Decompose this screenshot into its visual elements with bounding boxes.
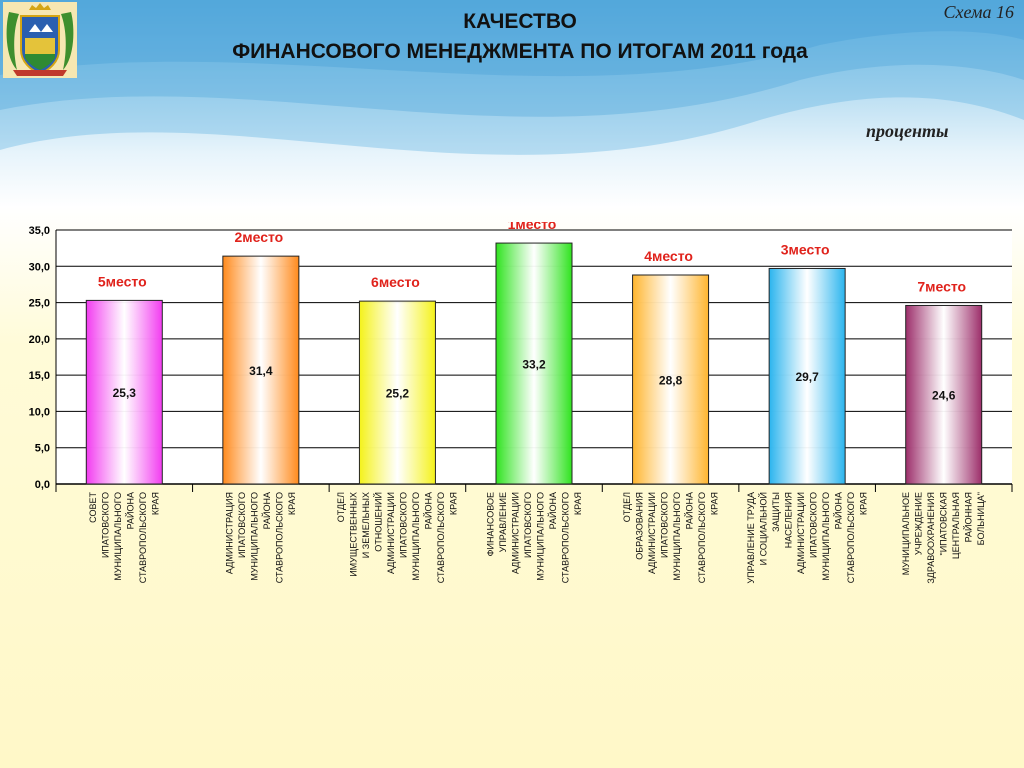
category-label-line: МУНИЦИПАЛЬНОГО bbox=[535, 492, 545, 581]
category-label-line: МУНИЦИПАЛЬНОГО bbox=[411, 492, 421, 581]
category-label-line: РАЙОНА bbox=[125, 492, 136, 529]
bar bbox=[632, 274, 710, 485]
category-label: ОТДЕЛ ИМУЩЕСТВЕННЫХ И ЗЕМЕЛЬНЫХ ОТНОШЕНИЙ АД… bbox=[336, 492, 459, 583]
category-label-line: ИПАТОВСКОГО bbox=[523, 492, 533, 558]
bar-value-label: 31,4 bbox=[249, 364, 273, 378]
category-label: СОВЕТ ИПАТОВСКОГО МУНИЦИПАЛЬНОГО РАЙОНА СТАВ… bbox=[88, 492, 161, 584]
category-label-line: РАЙОНА bbox=[547, 492, 558, 529]
category-label-line: ЗДРАВООХРАНЕНИЯ bbox=[926, 492, 936, 584]
category-label-line: БОЛЬНИЦА" bbox=[976, 492, 986, 545]
category-label-line: РАЙОНА bbox=[261, 492, 272, 529]
category-label-line: ФИНАНСОВОЕ bbox=[485, 492, 495, 556]
y-tick-label: 0,0 bbox=[35, 479, 50, 491]
bar bbox=[768, 267, 846, 485]
category-label-line: ОТДЕЛ bbox=[622, 492, 632, 522]
category-label-line: АДМИНИСТРАЦИЯ bbox=[225, 492, 235, 574]
place-label: 6место bbox=[371, 274, 420, 290]
header-wave-decoration bbox=[0, 0, 1024, 155]
category-label-line: ИПАТОВСКОГО bbox=[101, 492, 111, 558]
category-label-line: РАЙОНА bbox=[832, 492, 843, 529]
category-label-line: АДМИНИСТРАЦИИ bbox=[386, 492, 396, 574]
y-tick-label: 5,0 bbox=[35, 443, 50, 455]
bar bbox=[85, 299, 163, 485]
category-label: МУНИЦИПАЛЬНОЕ УЧРЕЖДЕНИЕ ЗДРАВООХРАНЕНИЯ "И… bbox=[901, 492, 986, 584]
category-label-line: РАЙОННАЯ bbox=[963, 492, 974, 542]
category-label-line: СТАВРОПОЛЬСКОГО bbox=[275, 492, 285, 583]
category-label-line: РАЙОНА bbox=[423, 492, 434, 529]
category-label-line: ИПАТОВСКОГО bbox=[399, 492, 409, 558]
bar-value-label: 33,2 bbox=[522, 358, 546, 372]
y-tick-label: 20,0 bbox=[29, 334, 50, 346]
category-label-line: АДМИНИСТРАЦИИ bbox=[510, 492, 520, 574]
place-label: 2место bbox=[234, 229, 283, 245]
category-label-line: АДМИНИСТРАЦИИ bbox=[796, 492, 806, 574]
category-label-line: НАСЕЛЕНИЯ bbox=[783, 492, 793, 548]
y-tick-label: 30,0 bbox=[29, 261, 50, 273]
place-label: 7место bbox=[917, 278, 966, 294]
category-label-line: СТАВРОПОЛЬСКОГО bbox=[560, 492, 570, 583]
category-label: ФИНАНСОВОЕ УПРАВЛЕНИЕ АДМИНИСТРАЦИИ ИПАТОВС… bbox=[485, 492, 583, 583]
category-label-line: КРАЯ bbox=[573, 492, 583, 515]
category-label-line: МУНИЦИПАЛЬНОГО bbox=[821, 492, 831, 581]
place-label: 3место bbox=[781, 241, 830, 257]
category-label: ОТДЕЛ ОБРАЗОВАНИЯ АДМИНИСТРАЦИИ ИПАТОВСКОГО… bbox=[622, 492, 720, 583]
bar-value-label: 28,8 bbox=[659, 373, 683, 387]
bar-value-label: 24,6 bbox=[932, 389, 956, 403]
place-label: 5место bbox=[98, 273, 147, 289]
category-label: УПРАВЛЕНИЕ ТРУДА И СОЦИАЛЬНОЙ ЗАЩИТЫ НАСЕЛЕ… bbox=[746, 492, 869, 584]
y-tick-label: 10,0 bbox=[29, 406, 50, 418]
coat-of-arms-icon bbox=[3, 2, 77, 78]
bar bbox=[495, 242, 573, 485]
bar bbox=[222, 255, 300, 485]
category-label-line: ИМУЩЕСТВЕННЫХ bbox=[349, 492, 359, 577]
category-label-line: УЧРЕЖДЕНИЕ bbox=[914, 492, 924, 555]
category-label-line: МУНИЦИПАЛЬНОГО bbox=[250, 492, 260, 581]
category-label-line: ОТДЕЛ bbox=[336, 492, 346, 522]
schema-number: Схема 16 bbox=[943, 2, 1014, 22]
category-label-line: МУНИЦИПАЛЬНОГО bbox=[672, 492, 682, 581]
category-label-line: И ЗЕМЕЛЬНЫХ bbox=[361, 492, 371, 558]
place-label: 4место bbox=[644, 248, 693, 264]
bar-chart: 0,0 5,0 10,0 15,0 20,0 25,0 30,0 35,0 25,3 5мест… bbox=[29, 222, 1013, 584]
category-label-line: РАЙОНА bbox=[683, 492, 694, 529]
category-label-line: КРАЯ bbox=[449, 492, 459, 515]
category-label-line: ЦЕНТРАЛЬНАЯ bbox=[951, 492, 961, 559]
category-label-line: СТАВРОПОЛЬСКОГО bbox=[138, 492, 148, 583]
category-label-line: "ИПАТОВСКАЯ bbox=[939, 492, 949, 555]
y-tick-label: 15,0 bbox=[29, 370, 50, 382]
y-tick-label: 35,0 bbox=[29, 225, 50, 237]
category-label-line: УПРАВЛЕНИЕ ТРУДА bbox=[746, 492, 756, 584]
category-label-line: МУНИЦИПАЛЬНОГО bbox=[113, 492, 123, 581]
category-label-line: ИПАТОВСКОГО bbox=[237, 492, 247, 558]
category-label-line: ИПАТОВСКОГО bbox=[808, 492, 818, 558]
category-label-line: И СОЦИАЛЬНОЙ bbox=[757, 492, 768, 565]
bar-value-label: 25,2 bbox=[386, 387, 410, 401]
category-label-line: ОБРАЗОВАНИЯ bbox=[634, 492, 644, 560]
category-label-line: КРАЯ bbox=[709, 492, 719, 515]
slide-title-line1: КАЧЕСТВО bbox=[463, 10, 577, 33]
category-label-line: СТАВРОПОЛЬСКОГО bbox=[436, 492, 446, 583]
bar bbox=[358, 300, 436, 485]
category-label-line: ИПАТОВСКОГО bbox=[659, 492, 669, 558]
bar-value-label: 25,3 bbox=[113, 386, 137, 400]
bar bbox=[905, 304, 983, 485]
category-label-line: СТАВРОПОЛЬСКОГО bbox=[697, 492, 707, 583]
y-tick-label: 25,0 bbox=[29, 298, 50, 310]
category-label-line: ЗАЩИТЫ bbox=[771, 492, 781, 532]
category-label-line: КРАЯ bbox=[287, 492, 297, 515]
place-label: 1место bbox=[508, 222, 557, 232]
category-label-line: ОТНОШЕНИЙ bbox=[373, 492, 384, 552]
category-label-line: КРАЯ bbox=[858, 492, 868, 515]
category-label-line: УПРАВЛЕНИЕ bbox=[498, 492, 508, 552]
category-label-line: АДМИНИСТРАЦИИ bbox=[647, 492, 657, 574]
units-label: проценты bbox=[866, 121, 949, 141]
category-label-line: МУНИЦИПАЛЬНОЕ bbox=[901, 492, 911, 575]
bar-value-label: 29,7 bbox=[795, 370, 819, 384]
category-label: АДМИНИСТРАЦИЯ ИПАТОВСКОГО МУНИЦИПАЛЬНОГО РА… bbox=[225, 492, 298, 583]
category-label-line: КРАЯ bbox=[151, 492, 161, 515]
slide-title-line2: ФИНАНСОВОГО МЕНЕДЖМЕНТА ПО ИТОГАМ 2011 г… bbox=[232, 40, 808, 63]
category-label-line: СТАВРОПОЛЬСКОГО bbox=[846, 492, 856, 583]
category-label-line: СОВЕТ bbox=[88, 492, 98, 523]
